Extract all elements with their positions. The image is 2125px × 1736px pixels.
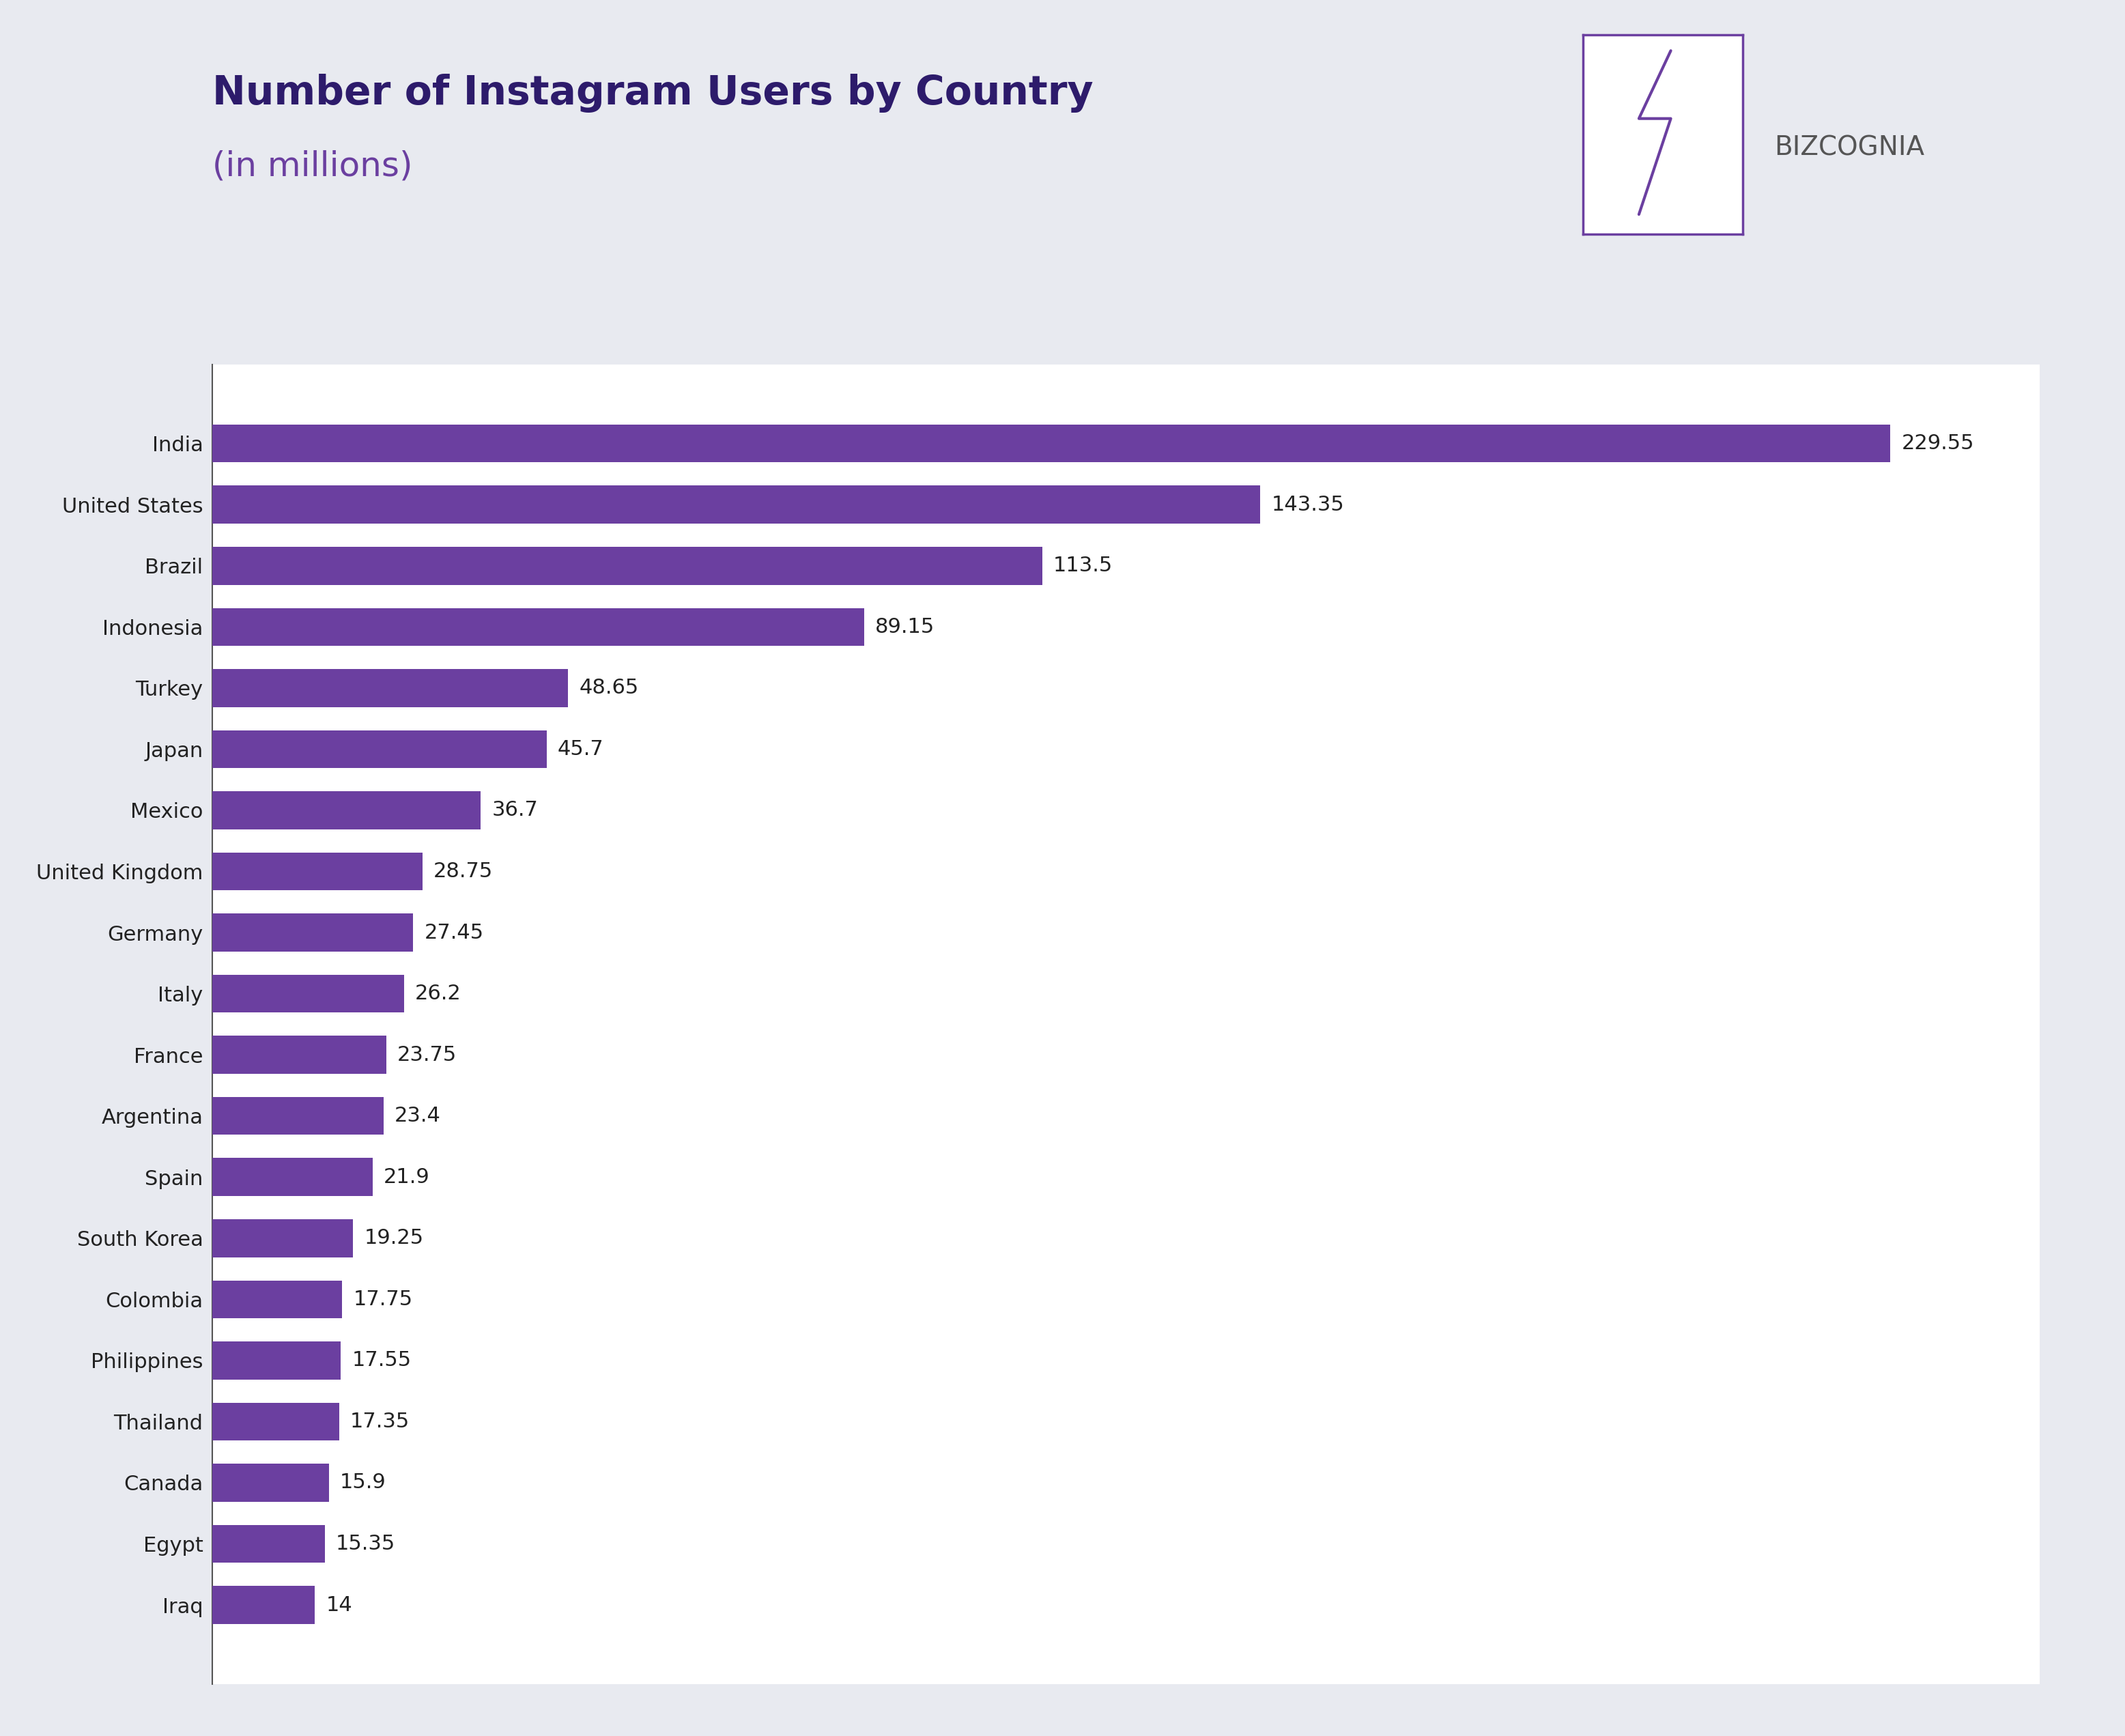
Text: BIZCOGNIA: BIZCOGNIA bbox=[1774, 135, 1925, 160]
Text: 17.35: 17.35 bbox=[351, 1411, 410, 1432]
Text: 17.75: 17.75 bbox=[353, 1290, 412, 1309]
Bar bbox=[212, 974, 404, 1012]
Bar bbox=[212, 792, 480, 830]
Text: 14: 14 bbox=[325, 1595, 353, 1614]
Bar bbox=[212, 1587, 314, 1623]
Text: 23.75: 23.75 bbox=[397, 1045, 457, 1064]
Bar bbox=[212, 852, 423, 891]
Text: 36.7: 36.7 bbox=[491, 800, 538, 819]
Bar bbox=[212, 1463, 329, 1502]
Text: 45.7: 45.7 bbox=[557, 740, 603, 759]
Text: 19.25: 19.25 bbox=[363, 1229, 423, 1248]
Text: Number of Instagram Users by Country: Number of Instagram Users by Country bbox=[212, 75, 1094, 113]
Bar bbox=[212, 1403, 340, 1441]
Text: 21.9: 21.9 bbox=[382, 1167, 429, 1187]
Bar bbox=[212, 1524, 325, 1562]
Text: 26.2: 26.2 bbox=[414, 984, 461, 1003]
Text: 113.5: 113.5 bbox=[1054, 556, 1114, 576]
Text: 23.4: 23.4 bbox=[395, 1106, 440, 1127]
Text: 89.15: 89.15 bbox=[876, 616, 935, 637]
Bar bbox=[212, 1158, 372, 1196]
Bar bbox=[212, 1036, 387, 1075]
Bar bbox=[212, 1097, 382, 1135]
Bar bbox=[212, 425, 1891, 462]
Text: 143.35: 143.35 bbox=[1271, 495, 1345, 514]
Text: 48.65: 48.65 bbox=[580, 679, 640, 698]
Bar bbox=[212, 486, 1260, 524]
Bar bbox=[212, 608, 865, 646]
Text: 15.9: 15.9 bbox=[340, 1472, 387, 1493]
Text: 15.35: 15.35 bbox=[336, 1535, 395, 1554]
Bar bbox=[212, 1281, 342, 1318]
Text: (in millions): (in millions) bbox=[212, 149, 412, 182]
Bar bbox=[212, 1342, 340, 1380]
Bar bbox=[212, 913, 412, 951]
Text: 17.55: 17.55 bbox=[353, 1351, 412, 1370]
Text: 27.45: 27.45 bbox=[425, 922, 484, 943]
Text: 28.75: 28.75 bbox=[433, 861, 493, 882]
Bar bbox=[212, 1219, 353, 1257]
Bar bbox=[212, 547, 1041, 585]
Bar bbox=[212, 731, 546, 767]
Bar bbox=[212, 668, 567, 707]
Text: 229.55: 229.55 bbox=[1902, 434, 1974, 453]
